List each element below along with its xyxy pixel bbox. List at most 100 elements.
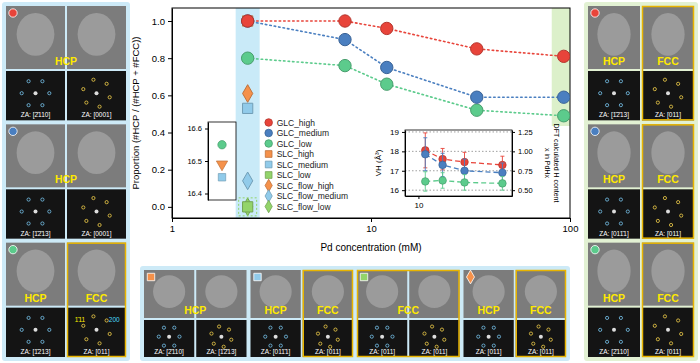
fft-spot (677, 319, 680, 322)
fft-spot (34, 210, 38, 214)
fft-spot (162, 326, 165, 329)
fft-pattern (144, 320, 194, 357)
data-point (558, 110, 570, 122)
zone-axis-label: ZA: [011̄1] (261, 348, 291, 356)
legend-marker (265, 119, 273, 127)
fft-spot (656, 219, 659, 222)
inset-y2-axis-line (512, 131, 513, 197)
fft-pattern (516, 320, 566, 357)
fft-spot (95, 328, 99, 332)
fft-spot (663, 315, 666, 318)
particle-image (17, 250, 55, 293)
fft-spot (370, 335, 373, 338)
tick: 10 (366, 218, 377, 234)
fft-spot (669, 105, 672, 108)
zone-axis-label: ZA: [011] (476, 348, 502, 356)
legend-entry: GLC_high (265, 118, 315, 128)
data-point (241, 15, 253, 27)
fft-spot (492, 326, 495, 329)
error-bar-segment (500, 156, 504, 157)
tick-label: 0.4 (152, 127, 165, 138)
phase-label: HCP (184, 304, 206, 316)
zone-axis-label: ZA: [011] (655, 230, 681, 238)
tick-mark (168, 58, 172, 59)
legend-label: SLC_flow_high (277, 181, 334, 191)
fft-spot (219, 335, 223, 339)
fft-spot (98, 105, 101, 108)
fft-spot (680, 96, 683, 99)
inset-marks (422, 133, 507, 191)
phase-label: HCP (603, 55, 625, 67)
inset-y2-axis-title: DFT calculated H contentx in PdHx (544, 124, 560, 203)
phase-label: HCP (265, 304, 287, 316)
small-inset-y-axis-line (208, 123, 209, 201)
fft-spot (653, 206, 656, 209)
micrograph (588, 243, 640, 306)
legend-entry: SLC_low (265, 170, 311, 180)
inset-x-axis: 10 (406, 196, 513, 210)
tick: 0.75 (512, 167, 533, 176)
small-inset-frame (208, 122, 236, 200)
series-line (248, 21, 564, 97)
phase-label: HCP (55, 55, 77, 67)
fft-spot (477, 335, 480, 338)
micrograph (588, 124, 640, 187)
grid-line (405, 170, 512, 171)
fft-spot (539, 335, 543, 339)
fft-pattern (357, 320, 407, 357)
legend-marker (265, 140, 273, 148)
fft-spot (27, 80, 30, 83)
data-point (439, 177, 447, 185)
fft-spot (599, 328, 602, 331)
fft-spot (108, 332, 111, 335)
tick: 16.4 (187, 189, 208, 198)
data-point (218, 174, 225, 181)
fft-spot (269, 344, 272, 347)
inset-y-axis: 16171819 (390, 128, 405, 196)
legend-label: GLC_medium (277, 128, 329, 138)
particle-image (651, 131, 684, 174)
legend-entry: SLC_flow_high (265, 179, 334, 191)
tick-mark (205, 161, 208, 162)
fft-spot (487, 335, 491, 339)
spot-label: 1̄11 (75, 316, 86, 323)
panel-marker (467, 270, 475, 284)
inset-y-axis-line (405, 131, 406, 197)
fft-spot (48, 92, 51, 95)
fft-spot (626, 210, 629, 213)
phase-label: FCC (657, 292, 679, 304)
tick: 100 (563, 218, 579, 234)
data-point (243, 198, 253, 216)
micrograph (588, 6, 640, 69)
micrograph-panel: ZA: [1̄2̄13]ZA: [0001]HCP (6, 124, 126, 238)
fft-spot (619, 104, 622, 107)
zone-axis-label: ZA: [2̄110] (21, 111, 51, 119)
micrograph-panel: ZA: [2̄110]ZA: [1̄2̄13]HCP (144, 270, 247, 357)
fft-spot (279, 326, 282, 329)
fft-spot (605, 80, 608, 83)
error-bar-segment (441, 188, 445, 189)
fft-pattern (588, 71, 640, 120)
panel-marker (254, 273, 261, 280)
phase-label: FCC (657, 173, 679, 185)
particle-image (78, 13, 116, 56)
fft-spot (656, 338, 659, 341)
fft-spot (653, 88, 656, 91)
tick-label: 10 (414, 201, 423, 210)
fft-pattern (67, 71, 126, 120)
data-point (241, 15, 253, 27)
tick-label: 0.50 (518, 186, 533, 195)
data-point (218, 141, 226, 149)
phase-label: HCP (603, 292, 625, 304)
fft-pattern (642, 71, 694, 120)
fft-spot (547, 328, 550, 331)
grid-line (405, 131, 512, 132)
data-point (461, 179, 469, 187)
fft-spot (666, 210, 670, 214)
micrograph-panel: ZA: [1̄2̄13]ZA: [011]HCPFCC (588, 6, 694, 120)
fft-spot (279, 344, 282, 347)
tick: 17 (390, 167, 405, 176)
series-line (248, 21, 564, 56)
series-line (248, 58, 564, 116)
tick: 0.2 (152, 164, 172, 175)
